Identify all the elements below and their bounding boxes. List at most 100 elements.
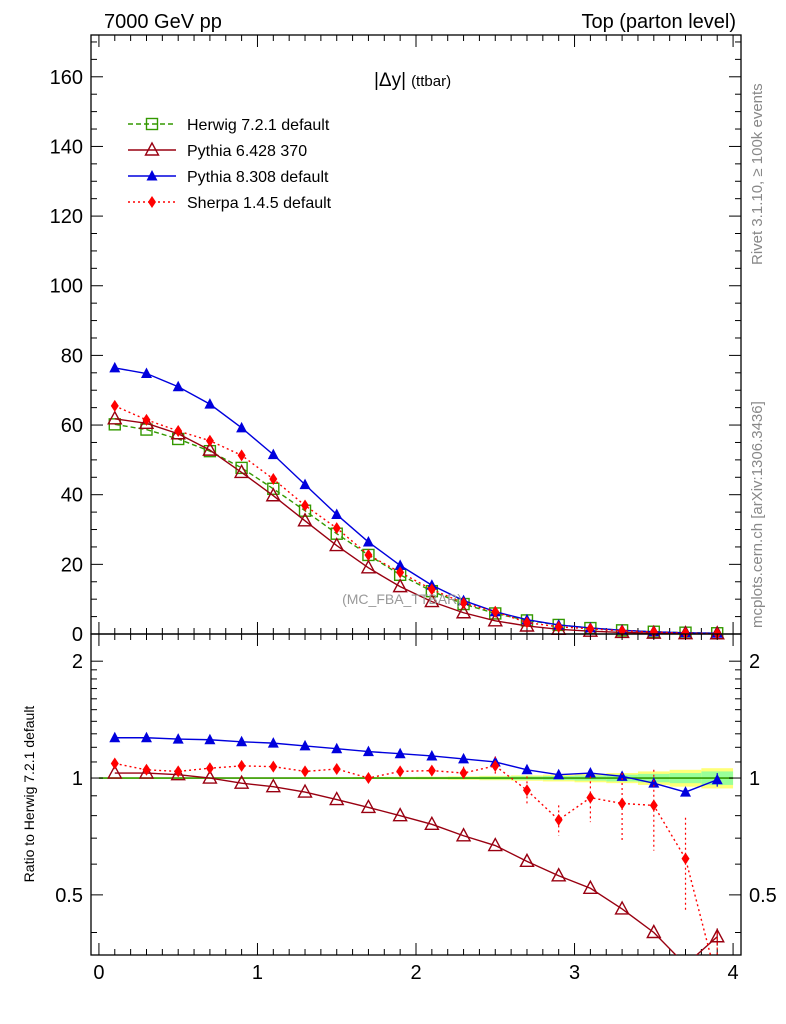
series-sherpa — [110, 399, 722, 640]
ratio-point-pythia8 — [331, 742, 343, 754]
data-point-sherpa — [554, 620, 563, 633]
ratio-line-sherpa — [114, 762, 712, 955]
data-point-sherpa — [110, 399, 119, 412]
ratio-point-sherpa — [491, 759, 500, 772]
ratio-point-pythia6 — [709, 928, 725, 943]
x-tick-label: 4 — [728, 962, 739, 984]
ratio-point-sherpa — [649, 799, 658, 812]
data-point-sherpa — [142, 413, 151, 426]
main-y-tick-label: 160 — [50, 67, 83, 89]
ratio-point-pythia8 — [299, 739, 311, 751]
data-point-pythia6 — [519, 617, 535, 632]
ratio-point-sherpa — [618, 797, 627, 810]
data-point-pythia6 — [424, 593, 440, 608]
ratio-series-pythia6 — [107, 764, 725, 955]
data-point-pythia6 — [202, 441, 218, 456]
ratio-point-pythia6 — [107, 764, 123, 779]
data-point-sherpa — [491, 605, 500, 618]
ratio-point-pythia6 — [646, 924, 662, 939]
ratio-point-pythia8 — [172, 733, 184, 744]
data-point-pythia6 — [297, 512, 313, 527]
legend-label-pythia6: Pythia 6.428 370 — [187, 143, 307, 160]
data-point-pythia6 — [265, 487, 281, 502]
ratio-point-sherpa — [142, 763, 151, 776]
ratio-point-sherpa — [459, 767, 468, 780]
data-point-pythia8 — [204, 398, 216, 409]
ratio-point-pythia8 — [584, 767, 596, 778]
data-point-sherpa — [522, 616, 531, 629]
data-point-sherpa — [205, 434, 214, 447]
ratio-point-pythia8 — [648, 777, 660, 788]
ratio-point-sherpa — [554, 813, 563, 826]
ratio-point-pythia8 — [394, 747, 406, 759]
ratio-point-pythia8 — [711, 773, 723, 785]
data-point-pythia6 — [138, 414, 155, 430]
ratio-line-pythia8 — [114, 737, 718, 793]
ratio-point-pythia6 — [297, 783, 313, 798]
main-y-tick-label: 80 — [61, 345, 83, 367]
mcplots-label: mcplots.cern.ch [arXiv:1306.3436] — [749, 401, 766, 628]
ratio-point-pythia8 — [204, 733, 216, 745]
ratio-point-sherpa — [205, 762, 214, 775]
data-point-pythia6 — [170, 425, 186, 440]
legend-label-sherpa: Sherpa 1.4.5 default — [187, 195, 332, 212]
ratio-point-sherpa — [332, 763, 341, 776]
ratio-point-sherpa — [586, 791, 595, 804]
x-tick-label: 0 — [93, 962, 104, 984]
data-point-sherpa — [427, 583, 436, 596]
data-point-pythia6 — [329, 537, 345, 552]
ratio-point-pythia6 — [455, 827, 472, 842]
data-point-pythia8 — [299, 478, 311, 490]
ratio-point-pythia6 — [170, 766, 186, 781]
data-point-sherpa — [681, 627, 690, 640]
ratio-point-pythia8 — [236, 735, 248, 747]
ratio-point-sherpa — [237, 759, 246, 772]
main-y-tick-label: 40 — [61, 485, 83, 507]
ratio-point-sherpa — [174, 765, 183, 778]
ratio-series-pythia8 — [109, 731, 723, 797]
watermark: (MC_FBA_TTBAR) — [342, 591, 462, 607]
main-plot-title-suffix: (ttbar) — [411, 73, 451, 90]
header-left-title: 7000 GeV pp — [104, 11, 222, 33]
ratio-point-pythia6 — [519, 852, 535, 868]
ratio-line-pythia6 — [114, 772, 718, 955]
data-point-sherpa — [649, 626, 658, 639]
x-tick-label: 2 — [410, 962, 421, 984]
ratio-point-pythia8 — [553, 768, 565, 780]
main-y-tick-label: 0 — [72, 624, 83, 646]
ratio-y-tick-label: 2 — [72, 651, 83, 673]
data-point-pythia8 — [172, 380, 184, 392]
ratio-y-tick-label-right: 0.5 — [749, 885, 777, 907]
legend-marker-herwig — [145, 117, 159, 131]
data-point-sherpa — [459, 597, 468, 610]
data-point-sherpa — [269, 473, 278, 486]
ratio-point-pythia6 — [582, 879, 599, 894]
ratio-y-tick-label-right: 1 — [749, 768, 760, 790]
ratio-point-pythia6 — [233, 774, 250, 789]
ratio-point-sherpa — [681, 852, 690, 865]
data-point-pythia6 — [487, 612, 503, 627]
ratio-point-pythia8 — [109, 731, 121, 743]
data-point-sherpa — [174, 424, 183, 437]
data-point-pythia6 — [455, 604, 472, 619]
ratio-series-sherpa — [110, 756, 718, 955]
main-y-tick-label: 120 — [50, 206, 83, 228]
ratio-point-pythia8 — [426, 749, 438, 761]
data-point-sherpa — [364, 548, 373, 561]
data-point-sherpa — [396, 566, 405, 579]
ratio-point-pythia6 — [487, 837, 503, 852]
ratio-point-pythia6 — [614, 900, 630, 915]
data-point-pythia6 — [392, 578, 408, 593]
data-point-sherpa — [237, 449, 246, 462]
ratio-point-pythia6 — [551, 867, 567, 882]
data-point-pythia8 — [362, 536, 374, 547]
ratio-point-pythia8 — [616, 770, 628, 781]
data-point-pythia6 — [360, 559, 377, 574]
ratio-point-pythia8 — [458, 752, 470, 764]
legend: Herwig 7.2.1 default Pythia 6.428 370 Pyth… — [128, 117, 332, 212]
main-y-tick-label: 100 — [50, 276, 83, 298]
ratio-y-tick-label: 1 — [72, 768, 83, 790]
ratio-point-pythia6 — [329, 791, 345, 806]
x-tick-label: 1 — [252, 962, 263, 984]
legend-label-herwig: Herwig 7.2.1 default — [187, 117, 330, 134]
